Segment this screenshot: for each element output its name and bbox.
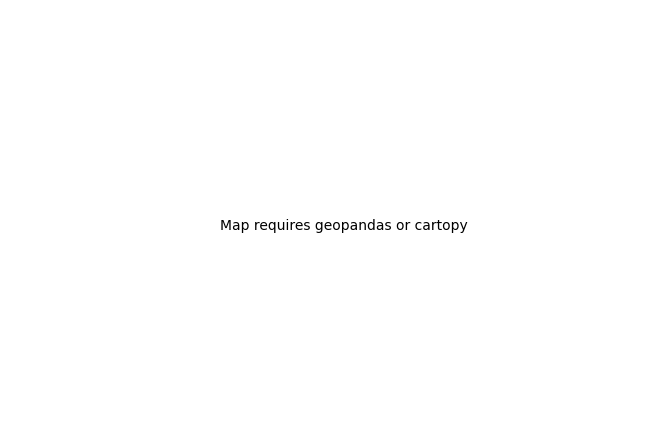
Text: Map requires geopandas or cartopy: Map requires geopandas or cartopy (220, 219, 467, 233)
